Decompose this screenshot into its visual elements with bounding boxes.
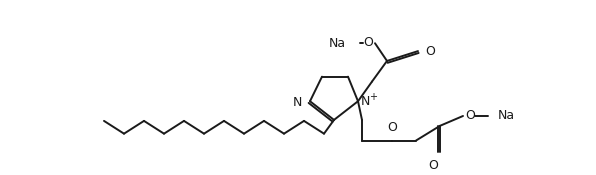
Text: +: + <box>369 92 377 102</box>
Text: O: O <box>428 159 438 172</box>
Text: Na: Na <box>329 37 346 50</box>
Text: O: O <box>425 45 435 58</box>
Text: O: O <box>387 121 397 134</box>
Text: N: N <box>361 95 370 108</box>
Text: Na: Na <box>498 110 515 122</box>
Text: O: O <box>465 108 475 121</box>
Text: O: O <box>363 36 373 49</box>
Text: N: N <box>293 96 302 109</box>
